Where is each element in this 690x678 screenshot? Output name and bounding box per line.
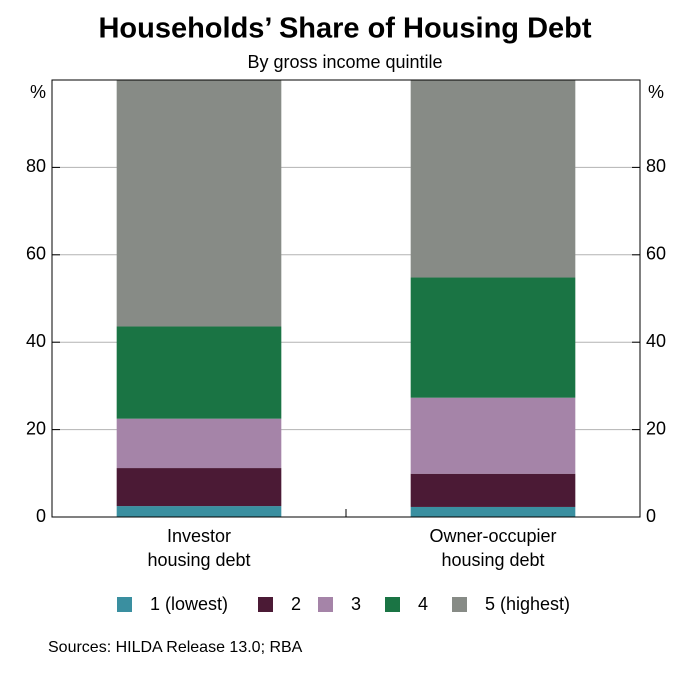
legend-label: 1 (lowest) (150, 594, 228, 614)
bar-segment (116, 468, 282, 507)
y2-tick-label: 0 (646, 506, 656, 526)
legend-swatch (117, 597, 132, 612)
bar-segment (116, 418, 282, 469)
bar-segment (116, 326, 282, 419)
y2-tick-label: 40 (646, 331, 666, 351)
bar-segment (410, 473, 576, 507)
legend-swatch (385, 597, 400, 612)
y2-tick-label: 80 (646, 156, 666, 176)
y-tick-label: 0 (36, 506, 46, 526)
y-tick-label: 80 (26, 156, 46, 176)
bar-segment (410, 397, 576, 474)
bar-segment (410, 277, 576, 398)
y-tick-label: 60 (26, 244, 46, 264)
legend-swatch (452, 597, 467, 612)
legend-swatch (258, 597, 273, 612)
chart-title: Households’ Share of Housing Debt (98, 13, 591, 45)
y-unit-right: % (648, 82, 664, 102)
y-unit-left: % (30, 82, 46, 102)
bar-segment (410, 80, 576, 278)
x-tick-label: Investor (167, 526, 231, 546)
chart-subtitle: By gross income quintile (247, 52, 442, 72)
y-tick-label: 20 (26, 418, 46, 438)
plot-frame (51, 79, 641, 518)
legend-swatch (318, 597, 333, 612)
bar-segment (116, 506, 282, 517)
source-note: Sources: HILDA Release 13.0; RBA (48, 639, 303, 656)
y2-tick-label: 20 (646, 418, 666, 438)
x-tick-label: housing debt (441, 550, 544, 570)
y-tick-label: 40 (26, 331, 46, 351)
bar-segment (410, 506, 576, 517)
x-tick-label: Owner-occupier (429, 526, 556, 546)
legend-label: 2 (291, 594, 301, 614)
legend-label: 4 (418, 594, 428, 614)
y2-tick-label: 60 (646, 244, 666, 264)
x-tick-label: housing debt (147, 550, 250, 570)
bar-segment (116, 80, 282, 327)
legend-label: 5 (highest) (485, 594, 570, 614)
legend-label: 3 (351, 594, 361, 614)
